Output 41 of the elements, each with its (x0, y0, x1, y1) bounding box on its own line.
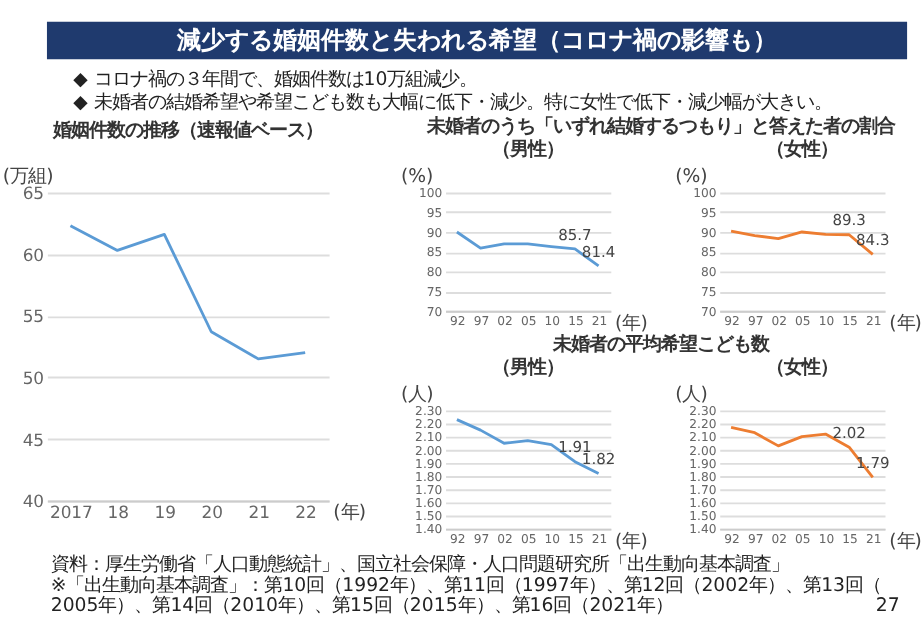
data-label: 84.3 (856, 231, 890, 250)
text: 資料：厚生労働省「人口動態統計」、国立社会保障・人口問題研究所「出生動向基本調査」 (50, 554, 789, 577)
x-tick-label: 19 (154, 502, 177, 523)
chart-title: 婚姻件数の推移（速報値ベース） (50, 120, 323, 143)
y-tick-label: 65 (22, 183, 45, 204)
text: ◆ 未婚者の結婚希望や希望こども数も大幅に低下・減少。特に女性で低下・減少幅が大きい。 (73, 92, 832, 115)
chart-subtitle: （女性） (765, 356, 838, 379)
x-axis-title: (年) (889, 530, 922, 553)
x-axis-title: (年) (615, 312, 648, 335)
line-series (69, 224, 307, 361)
chart-subtitle: （女性） (765, 138, 838, 161)
text: 減少する婚姻件数と失われる希望（コロナ禍の影響も） (175, 25, 778, 54)
y-axis-title: (人) (675, 384, 708, 407)
y-tick-label: 50 (22, 367, 45, 388)
x-axis-title: (年) (333, 502, 367, 525)
text: 未婚者のうち「いずれ結婚するつもり」と答えた者の割合 (424, 116, 897, 139)
data-label: 2.02 (832, 423, 867, 442)
x-axis-title: (年) (615, 530, 648, 553)
chart-subtitle: （男性） (491, 138, 564, 161)
x-tick-label: 20 (201, 502, 223, 523)
text: 27 (875, 595, 900, 618)
data-label: 81.4 (581, 242, 616, 261)
y-axis-title: (人) (400, 384, 434, 407)
y-tick-label: 40 (22, 491, 45, 512)
x-tick-label: 21 (248, 502, 270, 523)
x-tick-label: 18 (107, 502, 130, 523)
y-axis-title: (%) (675, 166, 708, 189)
y-tick-label: 45 (22, 429, 45, 450)
y-axis-title: (万組) (2, 166, 54, 189)
text: 未婚者の平均希望こども数 (550, 334, 771, 357)
y-tick-label: 55 (22, 306, 45, 327)
x-axis-title: (年) (889, 312, 922, 335)
data-label: 1.82 (581, 450, 616, 469)
y-tick-label: 60 (22, 244, 45, 265)
data-label: 85.7 (558, 225, 593, 244)
text: ◆ コロナ禍の３年間で、婚姻件数は10万組減少。 (73, 69, 478, 92)
x-tick-label: 22 (295, 502, 317, 523)
data-label: 89.3 (832, 211, 867, 230)
y-axis-title: (%) (400, 166, 434, 189)
chart-subtitle: （男性） (491, 356, 564, 379)
x-tick-label: 2017 (49, 502, 93, 523)
